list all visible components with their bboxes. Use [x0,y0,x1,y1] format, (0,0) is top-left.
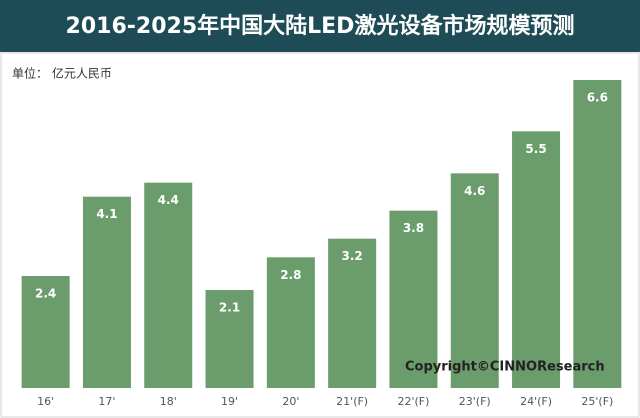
value-label: 2.8 [280,268,301,282]
x-tick-label: 22'(F) [397,395,429,408]
bar [82,196,131,388]
value-label: 2.1 [219,301,240,315]
bar [144,182,193,388]
value-label: 4.4 [158,193,179,207]
value-label: 5.5 [525,142,546,156]
bar [205,290,254,388]
value-label: 3.8 [403,221,424,235]
watermark: Copyright©CINNOResearch [405,360,605,375]
bar [512,131,561,389]
unit-label: 单位： 亿元人民币 [12,66,112,81]
title-bar [0,0,640,52]
bar [573,80,622,388]
x-tick-label: 18' [160,395,177,408]
value-label: 4.6 [464,184,485,198]
value-label: 3.2 [342,249,363,263]
bar [389,210,438,388]
bar [266,257,315,388]
chart-title: 2016-2025年中国大陆LED激光设备市场规模预测 [66,13,575,39]
bar [328,238,377,388]
value-label: 6.6 [587,91,608,105]
x-tick-label: 17' [98,395,115,408]
x-tick-label: 21'(F) [336,395,368,408]
x-tick-label: 19' [221,395,238,408]
value-label: 2.4 [35,287,56,301]
value-label: 4.1 [96,207,117,221]
x-tick-label: 23'(F) [459,395,491,408]
x-tick-label: 16' [37,395,54,408]
bar [450,173,499,388]
x-tick-label: 25'(F) [581,395,613,408]
x-tick-label: 24'(F) [520,395,552,408]
bar [21,276,70,388]
x-tick-label: 20' [282,395,299,408]
